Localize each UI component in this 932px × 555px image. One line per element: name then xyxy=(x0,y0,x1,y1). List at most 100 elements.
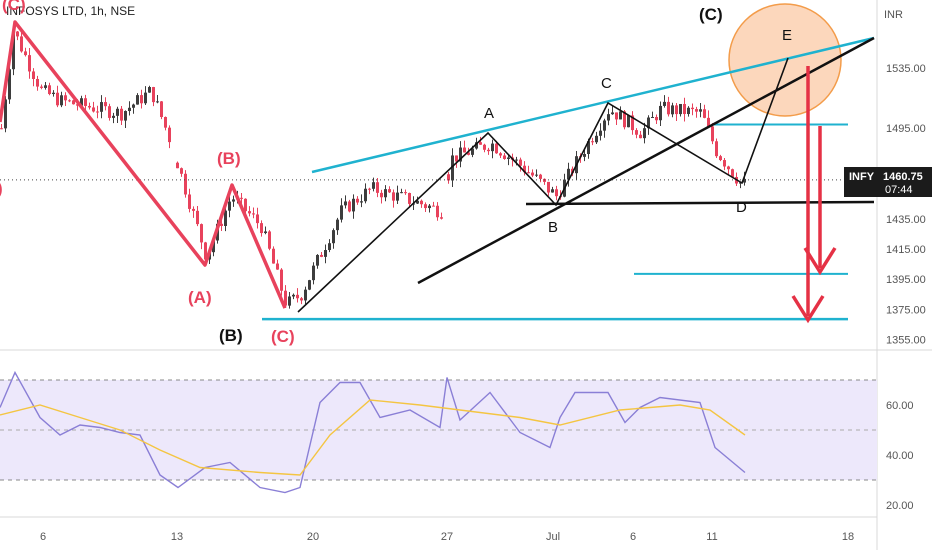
candle-body xyxy=(404,192,407,194)
candle-body xyxy=(36,78,39,87)
candle-body xyxy=(184,173,187,195)
arrow-head xyxy=(791,295,825,324)
candle-body xyxy=(739,182,742,184)
candle-body xyxy=(408,192,411,204)
time-tick-label: 20 xyxy=(307,531,319,543)
price-pane xyxy=(0,0,877,350)
candle-body xyxy=(180,168,183,174)
candle-body xyxy=(519,159,522,166)
arrow-to-target xyxy=(803,126,837,276)
candle-body xyxy=(232,199,235,202)
candle-body xyxy=(308,280,311,290)
candle-body xyxy=(264,231,267,234)
candle-body xyxy=(248,211,251,214)
candle-body xyxy=(723,160,726,167)
candle-body xyxy=(288,296,291,306)
candle-body xyxy=(495,143,498,154)
candle-body xyxy=(595,135,598,143)
arrow-to-support xyxy=(791,66,825,324)
triangle-label-b: B xyxy=(548,219,558,236)
candle-body xyxy=(64,95,67,101)
price-tick-label: 1495.00 xyxy=(886,123,926,135)
price-tick-label: 1355.00 xyxy=(886,334,926,346)
wave-label-top-left: (C) xyxy=(2,0,26,14)
candle-body xyxy=(547,181,550,193)
triangle-label-d: D xyxy=(736,199,747,216)
rsi-tick-label: 60.00 xyxy=(886,400,914,412)
time-tick-label: 27 xyxy=(441,531,453,543)
candle-body xyxy=(703,109,706,118)
price-tick-label: 1375.00 xyxy=(886,304,926,316)
candle-body xyxy=(364,188,367,202)
candle-body xyxy=(252,213,255,215)
candle-body xyxy=(420,200,423,205)
countdown: 07:44 xyxy=(885,184,913,196)
candle-body xyxy=(591,141,594,143)
candle-body xyxy=(92,107,95,112)
candle-body xyxy=(459,147,462,162)
candle-body xyxy=(416,200,419,204)
candle-body xyxy=(8,69,11,100)
candle-body xyxy=(284,290,287,306)
candle-body xyxy=(336,219,339,231)
candle-body xyxy=(691,107,694,110)
candle-body xyxy=(675,105,678,115)
candle-body xyxy=(4,99,7,129)
candle-body xyxy=(60,95,63,106)
candle-body xyxy=(132,104,135,108)
candle-body xyxy=(140,95,143,104)
price-tick-label: 1535.00 xyxy=(886,63,926,75)
candle-body xyxy=(352,198,355,212)
candle-body xyxy=(384,189,387,198)
triangle-label-e: E xyxy=(782,27,792,44)
candle-body xyxy=(344,201,347,206)
rsi-line xyxy=(0,370,746,494)
candle-body xyxy=(651,116,654,118)
candle-body xyxy=(619,111,622,120)
candle-body xyxy=(104,102,107,107)
candle-body xyxy=(487,149,490,152)
candle-body xyxy=(388,189,391,193)
upper-trendline xyxy=(311,36,875,174)
candle-body xyxy=(368,188,371,190)
candle-body xyxy=(567,168,570,180)
lower-trendline xyxy=(417,36,875,285)
candle-body xyxy=(451,155,454,181)
candle-body xyxy=(707,117,710,127)
candle-body xyxy=(24,51,27,56)
price-tick-label: 1395.00 xyxy=(886,274,926,286)
rsi-pane: 60.00 40.00 20.00 xyxy=(0,370,914,512)
candle-body xyxy=(152,87,155,103)
candle-body xyxy=(276,263,279,270)
time-tick-label: 13 xyxy=(171,531,183,543)
candle-body xyxy=(663,101,666,106)
candle-body xyxy=(256,214,259,224)
triangle-zigzag xyxy=(297,57,789,313)
candle-body xyxy=(479,142,482,145)
candle-body xyxy=(587,141,590,155)
candle-body xyxy=(176,162,179,169)
candle-body xyxy=(659,105,662,121)
candle-body xyxy=(380,192,383,198)
candle-body xyxy=(220,223,223,226)
candle-body xyxy=(280,269,283,291)
candle-body xyxy=(440,217,443,219)
candle-body xyxy=(120,108,123,121)
triangle-label-a: A xyxy=(484,105,494,122)
candle-body xyxy=(56,92,59,106)
currency-label: INR xyxy=(884,9,903,21)
candle-body xyxy=(376,182,379,193)
price-tick-label: 1415.00 xyxy=(886,244,926,256)
candle-body xyxy=(76,104,79,106)
candle-body xyxy=(348,201,351,212)
candle-body xyxy=(292,294,295,297)
candle-body xyxy=(396,192,399,201)
candle-body xyxy=(356,198,359,203)
last-price-box xyxy=(844,167,932,197)
candle-body xyxy=(268,231,271,249)
candle-body xyxy=(124,111,127,121)
candle-body xyxy=(340,205,343,220)
candle-body xyxy=(164,117,167,128)
candle-body xyxy=(324,250,327,257)
